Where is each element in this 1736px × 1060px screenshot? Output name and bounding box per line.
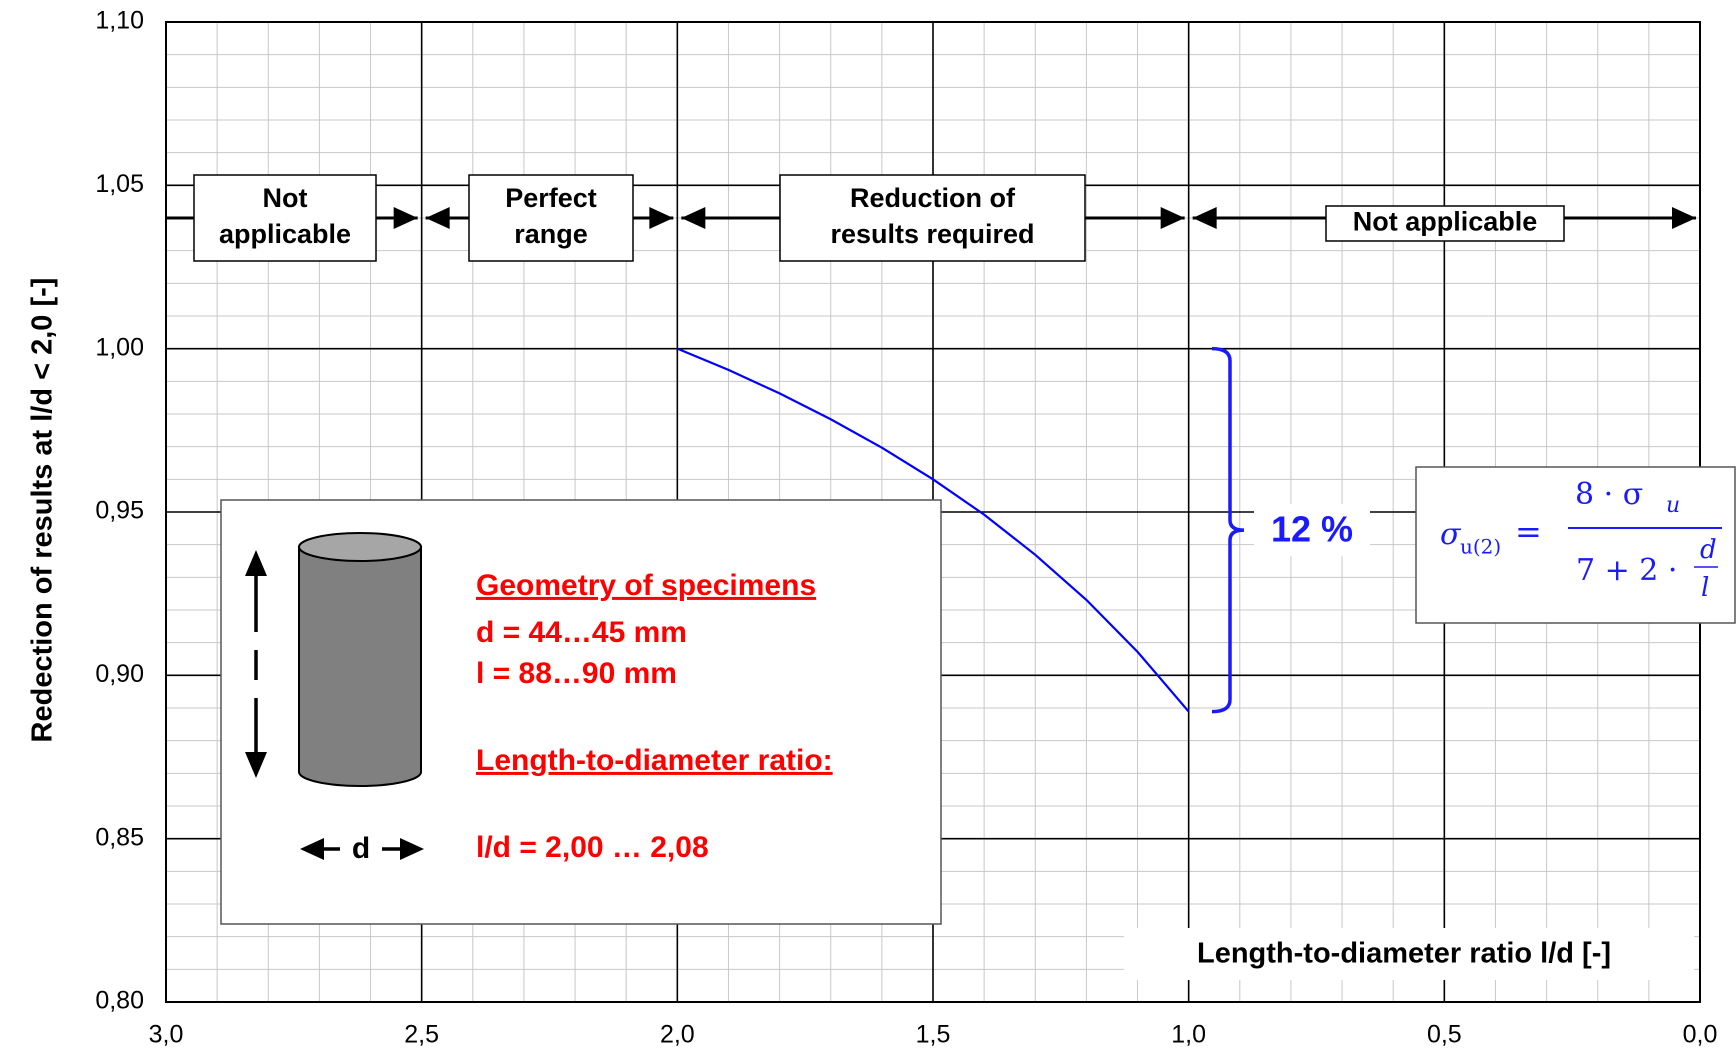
arrow-head [1161, 207, 1185, 229]
x-tick-label: 1,5 [916, 1021, 951, 1049]
y-tick-label: 0,90 [95, 660, 144, 688]
formula-num: 8 · σ [1575, 477, 1643, 512]
arrow-head [1193, 207, 1217, 229]
y-tick-label: 1,05 [95, 170, 144, 198]
page: Not applicable Perfect range Reduction of res… [0, 0, 1736, 1055]
x-tick-label: 0,5 [1427, 1021, 1462, 1049]
inset-text: d = 44…45 mm [476, 616, 687, 649]
y-tick-label: 1,00 [95, 333, 144, 361]
bracket [1212, 349, 1244, 712]
arrow-head [649, 207, 673, 229]
x-tick-label: 0,0 [1683, 1021, 1718, 1049]
x-tick-label: 2,0 [660, 1021, 695, 1049]
cylinder-top [299, 533, 421, 561]
chart: Not applicable Perfect range Reduction of res… [0, 0, 1736, 1055]
overlay: Not applicable Perfect range Reduction of res… [27, 175, 1735, 980]
arrow-head [1672, 207, 1696, 229]
inset-text: l/d = 2,00 … 2,08 [476, 831, 709, 864]
bracket-label: 12 % [1271, 509, 1353, 550]
y-axis-label: Redection of results at l/d < 2,0 [-] [27, 278, 59, 743]
inset-text: Geometry of specimens [476, 569, 816, 602]
inset-text: Length-to-diameter ratio: [476, 744, 833, 777]
range-label: Reduction of [850, 183, 1016, 213]
inset-text: l = 88…90 mm [476, 657, 677, 690]
formula-lhs-sub: u(2) [1460, 535, 1501, 559]
arrow-head [681, 207, 705, 229]
range-label: applicable [219, 219, 351, 249]
x-axis-label: Length-to-diameter ratio l/d [-] [1197, 938, 1611, 970]
y-tick-label: 0,80 [95, 987, 144, 1015]
y-tick-label: 1,10 [95, 7, 144, 35]
diameter-label: d [352, 832, 370, 865]
x-tick-label: 2,5 [404, 1021, 439, 1049]
range-label: Not [263, 183, 308, 213]
range-label: Perfect [505, 183, 597, 213]
formula-num-sub: u [1666, 493, 1680, 518]
arrow-head [394, 207, 418, 229]
x-tick-label: 1,0 [1171, 1021, 1206, 1049]
y-tick-label: 0,95 [95, 497, 144, 525]
y-tick-label: 0,85 [95, 823, 144, 851]
x-tick-label: 3,0 [149, 1021, 184, 1049]
cylinder-body [299, 547, 421, 786]
arrow-head [426, 207, 450, 229]
formula-eq: = [1515, 513, 1542, 551]
formula-den-den: l [1701, 573, 1709, 603]
range-label: range [514, 219, 588, 249]
range-label: Not applicable [1353, 207, 1538, 237]
formula-den: 7 + 2 · [1576, 553, 1677, 588]
formula-lhs: σ [1440, 517, 1462, 552]
formula-den-num: d [1700, 535, 1717, 565]
range-label: results required [830, 219, 1034, 249]
